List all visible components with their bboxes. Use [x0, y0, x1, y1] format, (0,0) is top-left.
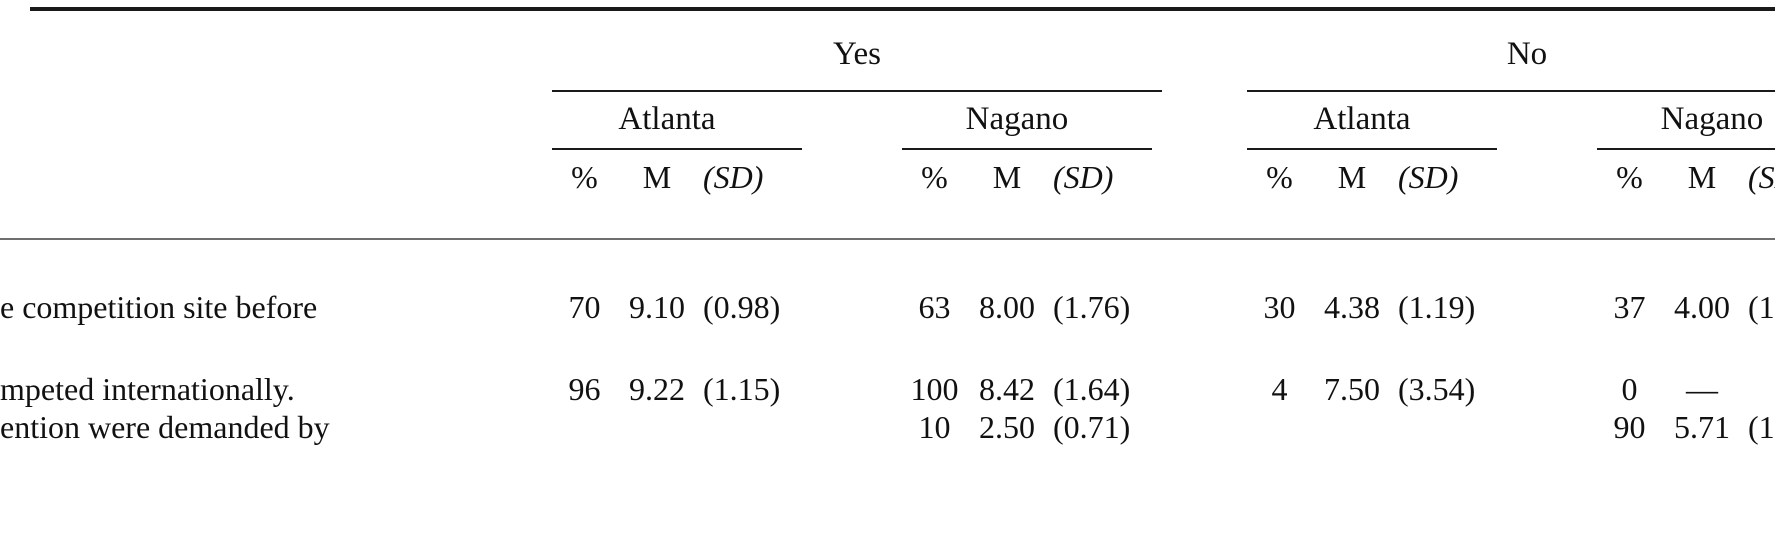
mean-cell: 2.50 — [979, 409, 1035, 445]
table-row-cells: 96 9.22 (1.15) — [552, 369, 812, 409]
sd-header: (SD) — [1748, 159, 1775, 195]
sd-header: (SD) — [1398, 159, 1459, 195]
sd-cell: (3.54) — [1398, 371, 1476, 407]
mean-header: M — [992, 159, 1022, 195]
mean-header: M — [1337, 159, 1367, 195]
pct-cell: 63 — [918, 289, 951, 325]
pct-cell: 4 — [1271, 371, 1288, 407]
column-spanner-no: No — [1506, 36, 1548, 72]
sd-cell: (1 — [1748, 289, 1775, 325]
sd-cell: (1.64) — [1053, 371, 1131, 407]
table-row-cells: 37 4.00 (1 — [1597, 287, 1775, 327]
atlanta-no-rule — [1247, 148, 1497, 150]
pct-cell: 30 — [1263, 289, 1296, 325]
sd-cell — [1742, 369, 1775, 409]
column-spanner-yes: Yes — [832, 36, 882, 72]
pct-cell: 100 — [910, 371, 959, 407]
mean-cell: — — [1686, 371, 1718, 407]
sd-cell: (0.98) — [703, 289, 781, 325]
table-row-cells: 30 4.38 (1.19) — [1247, 287, 1507, 327]
mean-header: M — [1687, 159, 1717, 195]
stat-header-group-no-nagano: % M (SD) — [1597, 157, 1775, 197]
nagano-no-rule — [1597, 148, 1775, 150]
pct-cell: 96 — [568, 371, 601, 407]
pct-header: % — [571, 159, 598, 195]
pct-cell: 10 — [918, 409, 951, 445]
pct-cell: 70 — [568, 289, 601, 325]
mean-cell: 9.22 — [629, 371, 685, 407]
table-row-cells: 63 8.00 (1.76) — [902, 287, 1162, 327]
stat-header-group-no-atlanta: % M (SD) — [1247, 157, 1507, 197]
sd-cell: (1.15) — [703, 371, 781, 407]
table-row-cells: 10 2.50 (0.71) — [902, 407, 1162, 447]
mean-header: M — [642, 159, 672, 195]
row-label: mpeted internationally. — [0, 371, 295, 407]
sd-cell: (1 — [1748, 409, 1775, 445]
mean-cell: 7.50 — [1324, 371, 1380, 407]
city-header-atlanta-no: Atlanta — [1313, 101, 1411, 137]
sd-header: (SD) — [1053, 159, 1114, 195]
stat-header-group-yes-nagano: % M (SD) — [902, 157, 1162, 197]
pct-cell: 90 — [1613, 409, 1646, 445]
pct-header: % — [921, 159, 948, 195]
header-bottom-rule — [0, 238, 1775, 240]
sd-cell: (1.76) — [1053, 289, 1131, 325]
row-label: ention were demanded by — [0, 409, 330, 445]
yes-spanner-rule — [552, 90, 1162, 92]
mean-cell: 8.00 — [979, 289, 1035, 325]
table-row-cells: 70 9.10 (0.98) — [552, 287, 812, 327]
table-row-cells: 90 5.71 (1 — [1597, 407, 1775, 447]
sd-header: (SD) — [703, 159, 764, 195]
mean-cell: 5.71 — [1674, 409, 1730, 445]
city-header-atlanta-yes: Atlanta — [618, 101, 716, 137]
city-header-nagano-yes: Nagano — [965, 101, 1069, 137]
nagano-yes-rule — [902, 148, 1152, 150]
stat-header-group-yes-atlanta: % M (SD) — [552, 157, 812, 197]
table-row-cells: 100 8.42 (1.64) — [902, 369, 1162, 409]
mean-cell: 4.00 — [1674, 289, 1730, 325]
pct-header: % — [1266, 159, 1293, 195]
table-row-cells: 4 7.50 (3.54) — [1247, 369, 1507, 409]
pct-cell: 0 — [1621, 371, 1638, 407]
mean-cell: 4.38 — [1324, 289, 1380, 325]
no-spanner-rule — [1247, 90, 1775, 92]
pct-header: % — [1616, 159, 1643, 195]
atlanta-yes-rule — [552, 148, 802, 150]
row-label: e competition site before — [0, 289, 318, 325]
city-header-nagano-no: Nagano — [1660, 101, 1764, 137]
mean-cell: 8.42 — [979, 371, 1035, 407]
table-row-cells: 0 — — [1597, 369, 1775, 409]
table-top-rule — [30, 7, 1775, 11]
pct-cell: 37 — [1613, 289, 1646, 325]
mean-cell: 9.10 — [629, 289, 685, 325]
sd-cell: (0.71) — [1053, 409, 1131, 445]
sd-cell: (1.19) — [1398, 289, 1476, 325]
